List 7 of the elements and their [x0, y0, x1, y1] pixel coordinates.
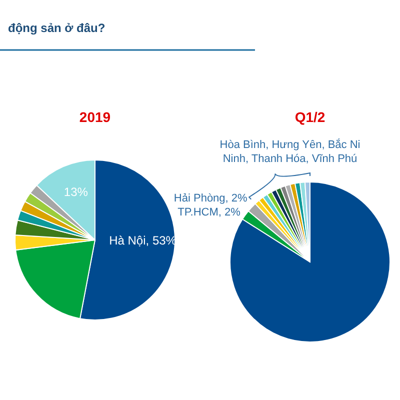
- data-label: 13%: [64, 184, 88, 199]
- text: Hòa Bình, Hưng Yên, Bắc Ni Ninh, Thanh Hóa, Vĩnh Phú: [220, 138, 360, 165]
- slice-label: TP.HCM, 2%: [178, 206, 241, 218]
- chart-subtitle: Q1/2: [294, 109, 326, 125]
- chart-title: động sản ở đâu?: [8, 21, 106, 35]
- slice-label: Hải Phòng, 2%: [174, 192, 248, 204]
- chart-subtitle: 2019: [79, 109, 111, 125]
